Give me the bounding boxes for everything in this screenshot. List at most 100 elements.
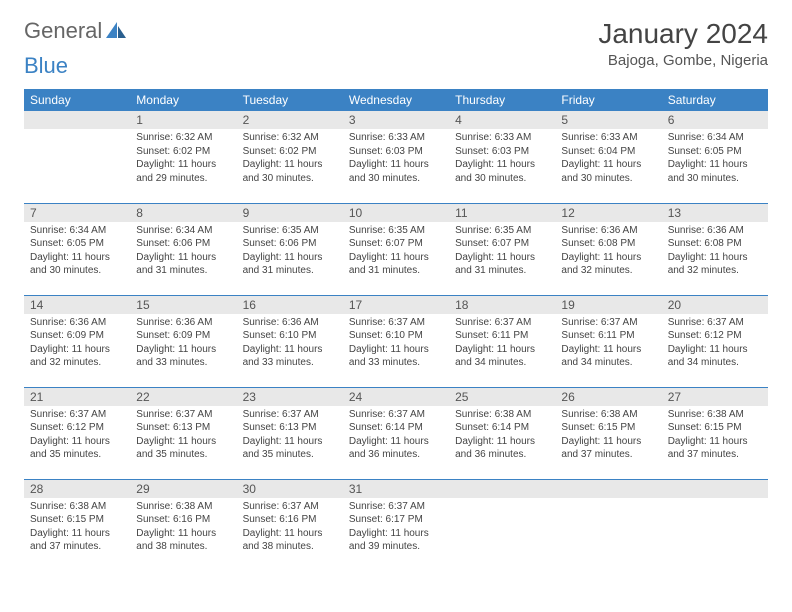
calendar-day-cell <box>555 479 661 571</box>
day-number: 13 <box>662 204 768 222</box>
day-number: 14 <box>24 296 130 314</box>
day-details: Sunrise: 6:38 AMSunset: 6:14 PMDaylight:… <box>449 406 555 464</box>
sunrise-text: Sunrise: 6:37 AM <box>455 316 549 330</box>
day-number: 18 <box>449 296 555 314</box>
day-number: 4 <box>449 111 555 129</box>
calendar-week-row: 7Sunrise: 6:34 AMSunset: 6:05 PMDaylight… <box>24 203 768 295</box>
day-number: 20 <box>662 296 768 314</box>
daylight-line1: Daylight: 11 hours <box>243 158 337 172</box>
calendar-day-cell: 30Sunrise: 6:37 AMSunset: 6:16 PMDayligh… <box>237 479 343 571</box>
weekday-header: Friday <box>555 89 661 111</box>
daylight-line2: and 33 minutes. <box>243 356 337 370</box>
logo-text-general: General <box>24 18 102 44</box>
daylight-line1: Daylight: 11 hours <box>349 251 443 265</box>
daylight-line1: Daylight: 11 hours <box>561 251 655 265</box>
day-number <box>449 480 555 498</box>
sunset-text: Sunset: 6:07 PM <box>455 237 549 251</box>
calendar-day-cell: 31Sunrise: 6:37 AMSunset: 6:17 PMDayligh… <box>343 479 449 571</box>
daylight-line2: and 39 minutes. <box>349 540 443 554</box>
weekday-header: Wednesday <box>343 89 449 111</box>
day-number: 5 <box>555 111 661 129</box>
daylight-line2: and 36 minutes. <box>349 448 443 462</box>
sunset-text: Sunset: 6:15 PM <box>668 421 762 435</box>
day-details: Sunrise: 6:34 AMSunset: 6:05 PMDaylight:… <box>24 222 130 280</box>
day-number <box>555 480 661 498</box>
sunset-text: Sunset: 6:03 PM <box>455 145 549 159</box>
calendar-day-cell: 6Sunrise: 6:34 AMSunset: 6:05 PMDaylight… <box>662 111 768 203</box>
daylight-line2: and 34 minutes. <box>561 356 655 370</box>
calendar-day-cell: 16Sunrise: 6:36 AMSunset: 6:10 PMDayligh… <box>237 295 343 387</box>
daylight-line2: and 37 minutes. <box>561 448 655 462</box>
sunset-text: Sunset: 6:09 PM <box>136 329 230 343</box>
calendar-day-cell <box>449 479 555 571</box>
day-number: 8 <box>130 204 236 222</box>
day-details: Sunrise: 6:33 AMSunset: 6:03 PMDaylight:… <box>449 129 555 187</box>
day-number <box>24 111 130 129</box>
day-number: 19 <box>555 296 661 314</box>
calendar-day-cell: 8Sunrise: 6:34 AMSunset: 6:06 PMDaylight… <box>130 203 236 295</box>
daylight-line2: and 32 minutes. <box>668 264 762 278</box>
daylight-line1: Daylight: 11 hours <box>243 251 337 265</box>
daylight-line1: Daylight: 11 hours <box>668 251 762 265</box>
daylight-line1: Daylight: 11 hours <box>243 343 337 357</box>
day-number: 10 <box>343 204 449 222</box>
day-number: 28 <box>24 480 130 498</box>
calendar-week-row: 21Sunrise: 6:37 AMSunset: 6:12 PMDayligh… <box>24 387 768 479</box>
sunrise-text: Sunrise: 6:35 AM <box>349 224 443 238</box>
day-details: Sunrise: 6:36 AMSunset: 6:08 PMDaylight:… <box>555 222 661 280</box>
sunrise-text: Sunrise: 6:37 AM <box>349 408 443 422</box>
daylight-line2: and 31 minutes. <box>455 264 549 278</box>
daylight-line2: and 30 minutes. <box>349 172 443 186</box>
day-number: 21 <box>24 388 130 406</box>
daylight-line1: Daylight: 11 hours <box>136 435 230 449</box>
sunrise-text: Sunrise: 6:36 AM <box>136 316 230 330</box>
sunset-text: Sunset: 6:17 PM <box>349 513 443 527</box>
calendar-day-cell: 12Sunrise: 6:36 AMSunset: 6:08 PMDayligh… <box>555 203 661 295</box>
day-details: Sunrise: 6:35 AMSunset: 6:07 PMDaylight:… <box>343 222 449 280</box>
weekday-header-row: Sunday Monday Tuesday Wednesday Thursday… <box>24 89 768 111</box>
daylight-line2: and 34 minutes. <box>455 356 549 370</box>
day-number: 27 <box>662 388 768 406</box>
daylight-line1: Daylight: 11 hours <box>136 158 230 172</box>
title-block: January 2024 Bajoga, Gombe, Nigeria <box>598 18 768 69</box>
day-number: 30 <box>237 480 343 498</box>
day-details: Sunrise: 6:36 AMSunset: 6:08 PMDaylight:… <box>662 222 768 280</box>
calendar-week-row: 1Sunrise: 6:32 AMSunset: 6:02 PMDaylight… <box>24 111 768 203</box>
daylight-line2: and 35 minutes. <box>30 448 124 462</box>
logo: General <box>24 18 130 44</box>
daylight-line1: Daylight: 11 hours <box>30 435 124 449</box>
logo-text-blue: Blue <box>24 53 68 79</box>
calendar-day-cell: 27Sunrise: 6:38 AMSunset: 6:15 PMDayligh… <box>662 387 768 479</box>
day-number: 3 <box>343 111 449 129</box>
daylight-line2: and 38 minutes. <box>136 540 230 554</box>
daylight-line1: Daylight: 11 hours <box>349 158 443 172</box>
calendar-day-cell: 1Sunrise: 6:32 AMSunset: 6:02 PMDaylight… <box>130 111 236 203</box>
daylight-line1: Daylight: 11 hours <box>349 343 443 357</box>
daylight-line2: and 32 minutes. <box>561 264 655 278</box>
day-details: Sunrise: 6:37 AMSunset: 6:14 PMDaylight:… <box>343 406 449 464</box>
sunrise-text: Sunrise: 6:35 AM <box>243 224 337 238</box>
day-details: Sunrise: 6:37 AMSunset: 6:17 PMDaylight:… <box>343 498 449 556</box>
day-details: Sunrise: 6:32 AMSunset: 6:02 PMDaylight:… <box>237 129 343 187</box>
calendar-table: Sunday Monday Tuesday Wednesday Thursday… <box>24 89 768 571</box>
sunset-text: Sunset: 6:11 PM <box>561 329 655 343</box>
day-details: Sunrise: 6:35 AMSunset: 6:07 PMDaylight:… <box>449 222 555 280</box>
sunrise-text: Sunrise: 6:37 AM <box>243 500 337 514</box>
day-details: Sunrise: 6:38 AMSunset: 6:15 PMDaylight:… <box>24 498 130 556</box>
day-number: 23 <box>237 388 343 406</box>
calendar-day-cell: 24Sunrise: 6:37 AMSunset: 6:14 PMDayligh… <box>343 387 449 479</box>
daylight-line1: Daylight: 11 hours <box>136 527 230 541</box>
calendar-day-cell: 20Sunrise: 6:37 AMSunset: 6:12 PMDayligh… <box>662 295 768 387</box>
weekday-header: Tuesday <box>237 89 343 111</box>
calendar-day-cell <box>24 111 130 203</box>
day-number: 17 <box>343 296 449 314</box>
sunset-text: Sunset: 6:12 PM <box>668 329 762 343</box>
sunset-text: Sunset: 6:06 PM <box>136 237 230 251</box>
sunset-text: Sunset: 6:14 PM <box>455 421 549 435</box>
calendar-day-cell: 17Sunrise: 6:37 AMSunset: 6:10 PMDayligh… <box>343 295 449 387</box>
daylight-line2: and 30 minutes. <box>668 172 762 186</box>
day-details: Sunrise: 6:37 AMSunset: 6:12 PMDaylight:… <box>662 314 768 372</box>
day-details: Sunrise: 6:38 AMSunset: 6:15 PMDaylight:… <box>662 406 768 464</box>
sunset-text: Sunset: 6:08 PM <box>561 237 655 251</box>
sunrise-text: Sunrise: 6:37 AM <box>349 316 443 330</box>
